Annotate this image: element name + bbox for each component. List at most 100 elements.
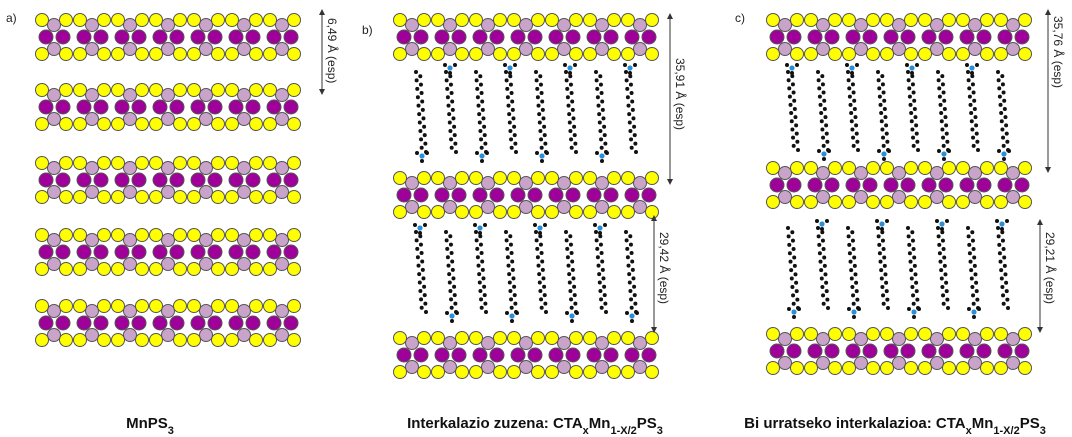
chain-atom	[876, 234, 881, 239]
atom	[249, 156, 263, 170]
atom	[47, 18, 61, 32]
chain-atom	[972, 263, 977, 268]
chain-atom	[573, 141, 578, 146]
chain-atom	[1002, 98, 1007, 103]
chain-atom	[452, 133, 457, 138]
head-c	[485, 151, 489, 155]
chain-atom	[422, 124, 427, 129]
head-c	[425, 151, 429, 155]
chain-atom	[944, 289, 949, 294]
atom	[47, 112, 61, 126]
chain-atom	[793, 272, 798, 277]
chain-atom	[817, 94, 822, 99]
head-c	[855, 63, 859, 67]
atom	[97, 299, 111, 313]
atom	[161, 42, 175, 56]
head-n	[941, 151, 947, 157]
atom	[956, 47, 970, 61]
chain-atom	[1000, 74, 1005, 79]
chain-atom	[599, 145, 604, 150]
chain-atom	[539, 305, 544, 310]
chain-atom	[512, 293, 517, 298]
caption-part: Bi urratseko interkalazioa: CTA	[744, 415, 966, 432]
chain-atom	[821, 90, 826, 95]
atom	[968, 190, 982, 204]
chain-atom	[569, 137, 574, 142]
chain-atom	[478, 128, 483, 133]
atom	[557, 336, 571, 350]
head-c	[443, 63, 447, 67]
atom	[123, 112, 137, 126]
head-c	[565, 311, 569, 315]
head-n	[881, 151, 887, 157]
chain-atom	[939, 276, 944, 281]
atom	[393, 47, 407, 61]
chain-atom	[818, 102, 823, 107]
chain-atom	[941, 135, 946, 140]
atom	[994, 361, 1008, 375]
chain-atom	[819, 268, 824, 273]
atom	[93, 99, 109, 115]
head-n	[509, 313, 515, 319]
atom	[207, 244, 223, 260]
chain-atom	[976, 148, 980, 152]
chain-atom	[853, 272, 858, 277]
chain-atom	[937, 242, 942, 247]
chain-atom	[1000, 238, 1005, 243]
chain-atom	[541, 116, 546, 121]
atom	[249, 83, 263, 97]
chain-atom	[821, 143, 826, 148]
chain-atom	[567, 272, 572, 277]
chain-atom	[534, 230, 538, 234]
chain-atom	[876, 78, 881, 83]
chain-atom	[974, 280, 979, 285]
atom	[595, 176, 609, 190]
chain-atom	[444, 70, 448, 74]
atom	[59, 333, 73, 347]
chain-atom	[630, 259, 635, 264]
chain-atom	[787, 242, 792, 247]
chain-atom	[796, 148, 800, 152]
chain-atom	[968, 259, 973, 264]
atom	[263, 13, 277, 27]
chain-atom	[534, 78, 539, 83]
chain-atom	[913, 272, 918, 277]
chain-atom	[944, 123, 949, 128]
head-c	[595, 151, 599, 155]
chain-atom	[851, 135, 856, 140]
atom	[481, 360, 495, 374]
atom	[187, 190, 201, 204]
chain-atom	[970, 230, 975, 235]
distance-label: 29,42 Å (esp)	[657, 232, 672, 304]
atom	[545, 331, 559, 345]
chain-atom	[597, 272, 602, 277]
chain-atom	[508, 128, 513, 133]
chain-atom	[848, 259, 853, 264]
chain-atom	[477, 272, 482, 277]
chain-atom	[452, 124, 457, 129]
atom	[249, 117, 263, 131]
head-c	[882, 157, 886, 161]
chain-atom	[852, 255, 857, 260]
atom	[263, 190, 277, 204]
chain-atom	[913, 115, 918, 120]
atom	[225, 13, 239, 27]
atom	[824, 177, 840, 193]
chain-atom	[569, 305, 574, 310]
chain-atom	[821, 301, 826, 306]
atom	[842, 161, 856, 175]
chain-atom	[445, 95, 450, 100]
atom	[405, 176, 419, 190]
panel-label: c)	[735, 11, 745, 25]
chain-atom	[598, 128, 603, 133]
head-c	[787, 307, 791, 311]
chain-atom	[879, 111, 884, 116]
chain-atom	[452, 284, 457, 289]
chain-atom	[564, 230, 568, 234]
atom	[900, 177, 916, 193]
atom	[883, 343, 899, 359]
atom	[47, 233, 61, 247]
head-n	[507, 65, 513, 71]
atom	[211, 299, 225, 313]
atom	[173, 299, 187, 313]
